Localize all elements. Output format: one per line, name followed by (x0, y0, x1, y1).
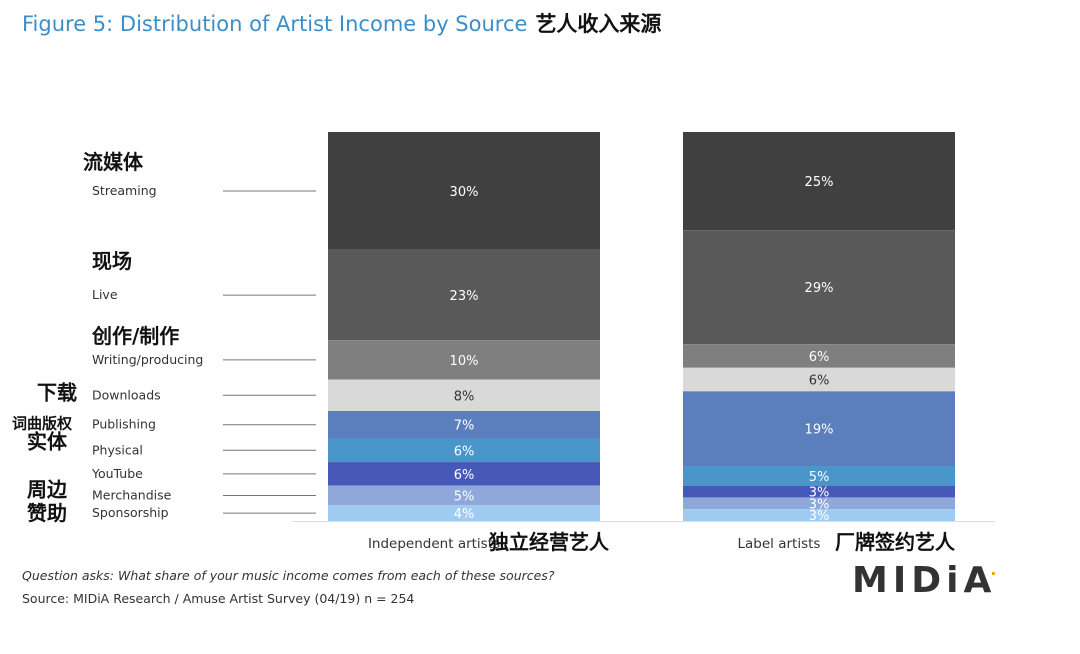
data-label: 23% (450, 289, 479, 304)
legend-label-cn-live: 现场 (92, 249, 132, 273)
chart-title: Figure 5: Distribution of Artist Income … (22, 8, 661, 38)
chart-title-cn: 艺人收入来源 (535, 12, 662, 36)
data-label: 6% (454, 468, 475, 483)
data-label: 5% (454, 489, 475, 504)
data-label: 6% (454, 444, 475, 459)
bar-segment-physical-independent (328, 438, 600, 463)
legend-label-physical: Physical (92, 442, 143, 457)
legend-label-cn-merchandise: 周边 (27, 477, 68, 501)
bar-segment-live-label (683, 230, 955, 345)
data-label: 8% (454, 389, 475, 404)
bar-segment-youtube-label (683, 485, 955, 498)
data-label: 3% (809, 509, 830, 524)
bar-segment-writing-producing-independent (328, 340, 600, 380)
data-label: 7% (454, 419, 475, 434)
chart-title-en: Figure 5: Distribution of Artist Income … (22, 12, 528, 36)
data-label: 3% (809, 486, 830, 501)
category-label-cn: 独立经营艺人 (489, 530, 610, 554)
midia-logo: MIDiA. (852, 560, 1001, 601)
logo-text: MIDiA (852, 560, 997, 601)
bar-segment-downloads-independent (328, 379, 600, 411)
data-label: 4% (454, 507, 475, 522)
data-label: 3% (809, 497, 830, 512)
category-label-cn: 厂牌签约艺人 (835, 530, 956, 554)
legend-label-cn-publishing: 词曲版权 (12, 415, 73, 433)
bar-segment-writing-producing-label (683, 344, 955, 368)
data-label: 19% (805, 423, 834, 438)
bar-segment-publishing-label (683, 391, 955, 466)
survey-question-note: Question asks: What share of your music … (22, 568, 555, 583)
bar-segment-downloads-label (683, 367, 955, 392)
data-label: 6% (809, 374, 830, 389)
logo-mark: . (990, 560, 1002, 579)
bar-segment-streaming-independent (328, 132, 600, 250)
bar-segment-sponsorship-independent (328, 505, 600, 521)
legend-label-merchandise: Merchandise (92, 487, 172, 502)
legend-label-cn-streaming: 流媒体 (83, 150, 144, 174)
legend-label-cn-sponsorship: 赞助 (26, 501, 67, 525)
category-label: Independent artists (368, 536, 500, 552)
bar-segment-physical-label (683, 465, 955, 486)
bar-segment-streaming-label (683, 132, 955, 231)
bar-segment-sponsorship-label (683, 509, 955, 521)
legend-label-live: Live (92, 287, 118, 302)
data-label: 6% (809, 350, 830, 365)
data-label: 25% (805, 175, 834, 190)
legend-label-youtube: YouTube (91, 466, 143, 481)
legend-label-streaming: Streaming (92, 183, 157, 198)
source-note: Source: MIDiA Research / Amuse Artist Su… (22, 591, 415, 606)
bar-segment-live-independent (328, 249, 600, 341)
data-label: 29% (805, 281, 834, 296)
legend-label-downloads: Downloads (92, 387, 161, 402)
legend-label-writing-producing: Writing/producing (92, 352, 203, 367)
bar-segment-merchandise-label (683, 497, 955, 510)
legend-label-sponsorship: Sponsorship (92, 505, 169, 520)
legend-label-publishing: Publishing (92, 417, 156, 432)
data-label: 5% (809, 470, 830, 485)
data-label: 10% (450, 354, 479, 369)
legend-label-cn-writing-producing: 创作/制作 (91, 324, 179, 348)
data-label: 30% (450, 185, 479, 200)
bar-segment-youtube-independent (328, 462, 600, 486)
legend-label-cn-downloads: 下载 (37, 380, 77, 404)
category-label: Label artists (738, 536, 821, 552)
bar-segment-publishing-independent (328, 410, 600, 439)
bar-segment-merchandise-independent (328, 485, 600, 506)
legend-label-cn-physical: 实体 (27, 429, 68, 453)
